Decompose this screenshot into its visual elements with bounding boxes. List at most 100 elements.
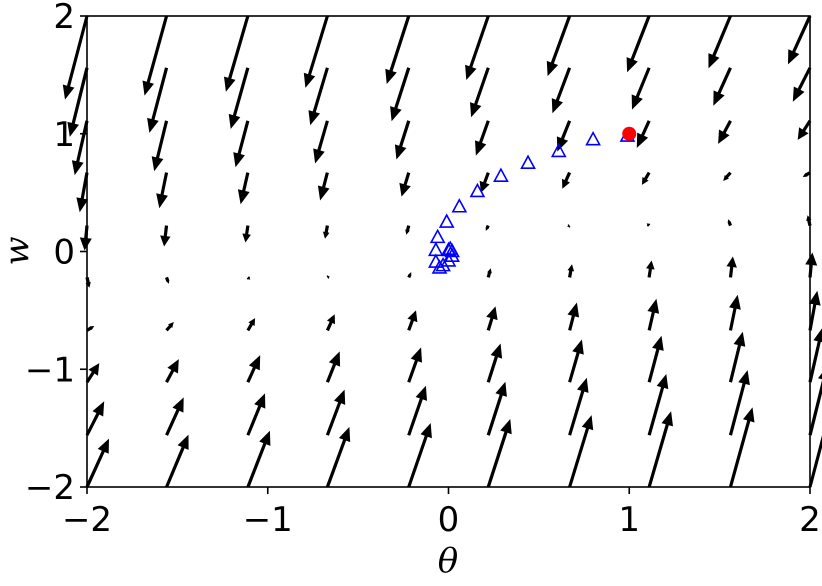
arrow [479, 172, 490, 193]
arrow [86, 326, 95, 332]
arrow [647, 298, 660, 331]
arrow [233, 120, 250, 168]
arrow [808, 290, 821, 331]
trajectory-marker [438, 213, 455, 228]
trajectory-marker [585, 130, 601, 146]
trajectory-marker [442, 240, 459, 255]
arrow [246, 318, 256, 332]
arrow [165, 397, 184, 436]
arrow [242, 225, 251, 243]
y-tick-label: 0 [53, 233, 75, 273]
arrow [470, 67, 490, 118]
arrow [728, 407, 755, 488]
arrow [567, 302, 580, 331]
arrow [317, 172, 330, 201]
arrow [792, 67, 812, 102]
arrow [568, 339, 584, 383]
arrow [326, 275, 330, 279]
arrow [562, 171, 572, 189]
arrow [556, 120, 572, 152]
y-tick-label: −1 [25, 350, 75, 390]
arrow [142, 15, 169, 96]
arrow [723, 171, 732, 181]
arrow [165, 322, 174, 332]
arrow [246, 355, 261, 383]
trajectory-marker [469, 182, 486, 198]
arrow [567, 224, 571, 228]
arrow [228, 67, 250, 129]
arrow [407, 310, 418, 331]
arrow [551, 67, 572, 114]
arrow [647, 411, 673, 488]
arrow [313, 120, 329, 164]
arrow [728, 370, 750, 436]
arrow [465, 15, 490, 80]
arrow [325, 351, 341, 383]
arrow [165, 359, 179, 383]
arrow [726, 256, 737, 278]
trajectory-marker [440, 241, 457, 257]
arrow [788, 15, 812, 65]
arrow [407, 385, 427, 436]
arrow [647, 374, 669, 436]
arrow [237, 172, 250, 205]
arrow [160, 225, 171, 247]
arrow [62, 15, 89, 100]
arrow [224, 15, 250, 92]
arrow [626, 15, 651, 73]
arrow [647, 335, 664, 383]
arrow [399, 172, 411, 197]
arrow [567, 264, 575, 278]
arrow [805, 252, 818, 278]
arrow [246, 430, 271, 488]
x-tick-label: 1 [618, 500, 640, 540]
arrow [641, 171, 651, 185]
x-tick-label: −1 [243, 500, 293, 540]
arrow [568, 415, 594, 488]
arrow [85, 401, 105, 436]
arrow [147, 67, 169, 133]
arrow [646, 223, 651, 227]
arrow [67, 67, 89, 137]
arrow [405, 225, 411, 235]
start-marker [622, 126, 637, 141]
arrow [308, 67, 329, 126]
arrow [485, 224, 490, 231]
arrow [407, 423, 432, 488]
trajectory-marker [435, 256, 451, 272]
arrow [79, 225, 92, 251]
x-tick-label: 0 [438, 500, 460, 540]
arrow [394, 120, 411, 160]
y-axis-label: w [0, 236, 37, 265]
arrow [407, 347, 422, 383]
arrow [151, 120, 169, 172]
arrow [808, 328, 822, 383]
trajectory-marker [493, 167, 509, 182]
arrow [728, 331, 746, 383]
x-tick-label: 2 [799, 500, 821, 540]
arrow [546, 15, 572, 77]
arrow [636, 120, 651, 148]
arrow [85, 438, 109, 488]
arrow [718, 120, 732, 144]
arrow [646, 260, 655, 278]
trajectory-marker [431, 259, 448, 274]
arrow [808, 435, 822, 488]
x-tick-label: −2 [62, 500, 112, 540]
arrow [713, 67, 732, 106]
y-tick-label: 2 [53, 0, 75, 37]
arrow [631, 67, 651, 110]
y-tick-label: 1 [53, 115, 75, 155]
trajectory-marker [440, 252, 457, 267]
arrow [797, 119, 812, 140]
arrow [303, 15, 329, 88]
arrow [486, 343, 503, 383]
arrow [165, 276, 170, 284]
arrow [486, 268, 492, 278]
arrow [85, 363, 100, 384]
arrow [486, 419, 512, 488]
arrow [322, 225, 330, 239]
arrow [156, 172, 169, 209]
arrow [407, 272, 412, 279]
